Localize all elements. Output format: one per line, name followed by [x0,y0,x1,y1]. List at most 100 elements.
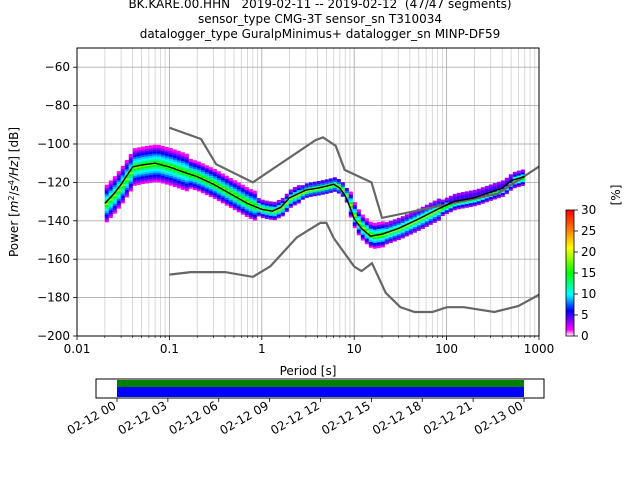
heatmap-cell [204,167,209,171]
heatmap-cell [140,152,145,156]
heatmap-cell [168,151,173,155]
heatmap-cell [168,169,173,173]
heatmap-cell [380,244,385,248]
heatmap-cell [208,192,213,196]
heatmap-cell [184,165,189,169]
heatmap-cell [416,216,421,220]
heatmap-cell [156,148,161,152]
heatmap-cell [432,214,437,218]
heatmap-cell [436,202,441,206]
heatmap-cell [164,181,169,185]
heatmap-cell [188,185,193,189]
heatmap-cell [372,238,377,242]
heatmap-cell [288,197,293,201]
heatmap-cell [268,203,273,207]
heatmap-cell [364,239,369,243]
heatmap-cell [136,151,141,155]
heatmap-cell [360,237,365,241]
plot-frame [76,47,540,337]
heatmap-cell [140,173,145,177]
heatmap-cell [176,177,181,181]
heatmap-cell [196,175,201,179]
heatmap-cell [164,154,169,158]
heatmap-cell [352,215,357,219]
heatmap-cell [184,153,189,157]
heatmap-cell [160,168,165,172]
heatmap-cell [196,167,201,171]
heatmap-cell [164,166,169,170]
heatmap-cell [192,179,197,183]
heatmap-cell [444,209,449,213]
heatmap-cell [148,177,153,181]
heatmap-cell [304,183,309,187]
heatmap-cell [108,199,113,203]
heatmap-cell [240,207,245,211]
heatmap-cell [332,181,337,185]
heatmap-cell [516,172,521,176]
heatmap-cell [160,170,165,174]
heatmap-cell [428,221,433,225]
heatmap-cell [500,184,505,188]
heatmap-cell [212,176,217,180]
heatmap-cell [176,162,181,166]
heatmap-cell [148,154,153,158]
heatmap-cell [116,171,121,175]
heatmap-cell [228,187,233,191]
heatmap-cell [316,184,321,188]
heatmap-cell [368,223,373,227]
heatmap-cell [216,180,221,184]
heatmap-cell [240,209,245,213]
heatmap-cell [104,215,109,219]
heatmap-cell [428,212,433,216]
heatmap-cell [212,170,217,174]
heatmap-cell [204,190,209,194]
heatmap-cell [336,188,341,192]
chart-title-line-2: sensor_type CMG-3T sensor_sn T310034 [197,12,443,26]
heatmap-cell [408,214,413,218]
heatmap-cell [188,168,193,172]
heatmap-cell [400,235,405,239]
heatmap-cell [320,184,325,188]
heatmap-cell [184,172,189,176]
heatmap-cell [468,202,473,206]
y-axis: −200 −180 −160 −140 −120 −100 −80 −60 [37,60,77,343]
heatmap-cell [228,181,233,185]
chart-title-line-1: BK.KARE.00.HHN 2019-02-11 -- 2019-02-12 … [128,0,512,11]
heatmap-cell [116,176,121,180]
heatmap-cell [236,188,241,192]
heatmap-cell [200,169,205,173]
heatmap-cell [152,148,157,152]
heatmap-cell [440,209,445,213]
heatmap-cell [196,161,201,165]
heatmap-cell [512,173,517,177]
heatmap-cell [260,211,265,215]
heatmap-cell [140,165,145,169]
heatmap-cell [284,207,289,211]
coverage-tick-label: 02-12 12 [268,398,322,437]
heatmap-cell [392,236,397,240]
heatmap-cell [120,187,125,191]
heatmap-cell [452,207,457,211]
heatmap-cell [204,184,209,188]
heatmap-cell [200,171,205,175]
heatmap-cell [160,155,165,159]
heatmap-cell [392,225,397,229]
heatmap-cell [200,182,205,186]
heatmap-cell [516,180,521,184]
heatmap-cell [364,225,369,229]
heatmap-cell [240,192,245,196]
heatmap-cell [272,213,277,217]
heatmap-cell [300,187,305,191]
heatmap-cell [496,195,501,199]
heatmap-cell [244,202,249,206]
heatmap-cell [108,182,113,186]
heatmap-cell [240,203,245,207]
heatmap-cell [436,213,441,217]
chart-title-line-3: datalogger_type GuralpMinimus+ datalogge… [139,27,501,41]
heatmap-cell [184,157,189,161]
heatmap-cell [188,164,193,168]
heatmap-cell [148,156,153,160]
heatmap-cell [512,185,517,189]
heatmap-cell [208,167,213,171]
y-tick-label: −140 [37,214,70,228]
